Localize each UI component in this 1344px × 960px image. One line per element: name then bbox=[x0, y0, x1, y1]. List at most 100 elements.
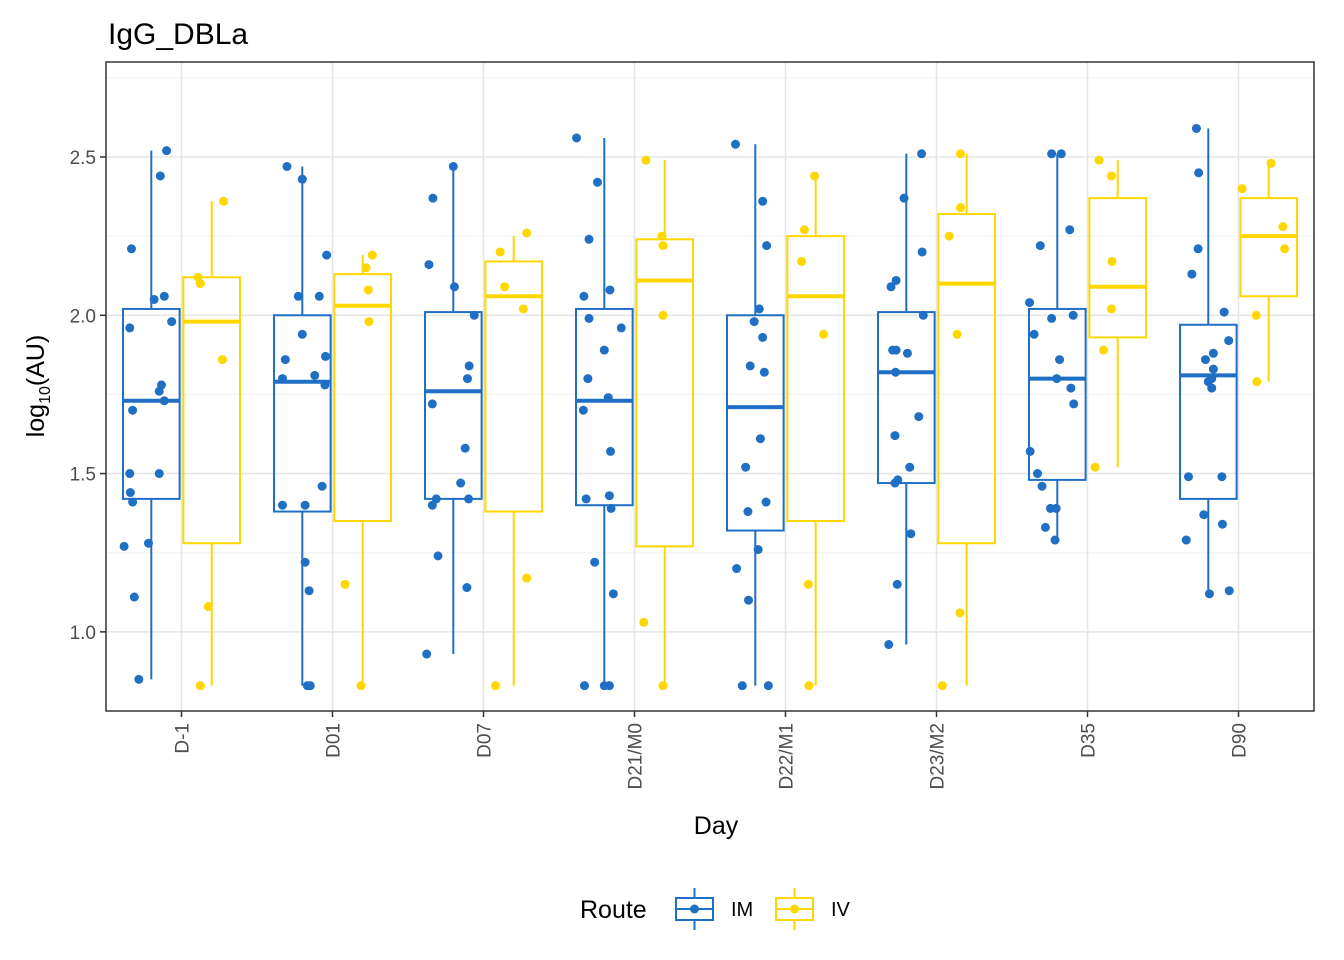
y-tick-label: 2.5 bbox=[70, 148, 96, 169]
box-IV-D01 bbox=[333, 255, 393, 686]
x-tick-label: D07 bbox=[475, 723, 496, 758]
legend-label-IM: IM bbox=[731, 899, 753, 921]
box-iqr bbox=[333, 273, 393, 523]
data-point-IM bbox=[1051, 503, 1061, 513]
data-point-IM bbox=[1224, 336, 1234, 346]
data-point-IM bbox=[282, 161, 292, 171]
data-point-IM bbox=[606, 503, 616, 513]
box-iqr bbox=[121, 307, 181, 500]
box-iqr bbox=[786, 235, 846, 523]
box-IM-D22/M1 bbox=[725, 144, 785, 686]
data-point-IM bbox=[1066, 383, 1076, 393]
data-point-IM bbox=[1052, 374, 1062, 384]
box-IV-D23/M2 bbox=[937, 153, 997, 686]
data-point-IV bbox=[641, 155, 651, 165]
data-point-IM bbox=[1193, 244, 1203, 254]
data-point-IM bbox=[1224, 586, 1234, 596]
box-IM-D01 bbox=[272, 166, 332, 686]
box-iqr bbox=[574, 307, 634, 507]
data-point-IM bbox=[616, 323, 626, 333]
data-point-IV bbox=[1278, 222, 1288, 232]
data-point-IV bbox=[797, 256, 807, 266]
legend: Route IM IV bbox=[580, 888, 851, 930]
data-point-IM bbox=[460, 443, 470, 453]
data-point-IM bbox=[462, 583, 472, 593]
data-point-IM bbox=[888, 345, 898, 355]
box-iqr bbox=[1178, 323, 1238, 500]
data-point-IM bbox=[1029, 329, 1039, 339]
box-IM-D-1 bbox=[121, 150, 181, 680]
data-point-IV bbox=[1266, 158, 1276, 168]
data-point-IV bbox=[944, 231, 954, 241]
legend-key-IV bbox=[775, 888, 814, 930]
data-point-IM bbox=[1207, 374, 1217, 384]
data-point-IM bbox=[449, 282, 459, 292]
data-point-IM bbox=[422, 649, 432, 659]
data-point-IV bbox=[522, 573, 532, 583]
data-point-IM bbox=[906, 529, 916, 539]
box-IV-D35 bbox=[1088, 160, 1148, 468]
x-tick-label: D22/M1 bbox=[777, 723, 798, 790]
data-point-IM bbox=[1191, 123, 1201, 133]
plot-area bbox=[105, 61, 1315, 712]
data-point-IM bbox=[322, 250, 332, 260]
x-axis: D-1 D01 D07 D21/M0 D22/M1 D23/M2 D35 D90 bbox=[173, 711, 1251, 790]
data-point-IV bbox=[1280, 244, 1290, 254]
data-point-IM bbox=[905, 462, 915, 472]
data-point-IV bbox=[193, 272, 203, 282]
data-point-IV bbox=[363, 285, 373, 295]
data-point-IV bbox=[1252, 377, 1262, 387]
data-point-IV bbox=[639, 617, 649, 627]
data-point-IM bbox=[126, 244, 136, 254]
data-point-IV bbox=[491, 681, 501, 691]
data-point-IV bbox=[810, 171, 820, 181]
data-point-IM bbox=[917, 149, 927, 159]
data-point-IM bbox=[762, 241, 772, 251]
data-point-IM bbox=[1183, 472, 1193, 482]
data-point-IM bbox=[605, 285, 615, 295]
data-point-IM bbox=[755, 434, 765, 444]
box-IM-D90 bbox=[1178, 128, 1238, 594]
data-point-IM bbox=[155, 171, 165, 181]
data-point-IM bbox=[891, 275, 901, 285]
data-point-IM bbox=[154, 469, 164, 479]
x-tick-label: D23/M2 bbox=[928, 723, 949, 790]
data-point-IM bbox=[743, 507, 753, 517]
box-IV-D07 bbox=[484, 236, 544, 686]
data-point-IM bbox=[431, 494, 441, 504]
x-tick-label: D90 bbox=[1230, 723, 1251, 758]
data-point-IM bbox=[753, 545, 763, 555]
data-point-IV bbox=[804, 681, 814, 691]
data-point-IM bbox=[1204, 589, 1214, 599]
data-point-IM bbox=[891, 367, 901, 377]
data-point-IM bbox=[321, 351, 331, 361]
data-point-IM bbox=[1040, 522, 1050, 532]
data-point-IM bbox=[293, 291, 303, 301]
data-point-IM bbox=[608, 589, 618, 599]
data-point-IM bbox=[300, 557, 310, 567]
data-point-IM bbox=[128, 405, 138, 415]
data-point-IV bbox=[364, 317, 374, 327]
data-point-IM bbox=[433, 551, 443, 561]
data-point-IM bbox=[763, 681, 773, 691]
data-point-IM bbox=[604, 491, 614, 501]
data-point-IM bbox=[167, 317, 177, 327]
data-point-IV bbox=[657, 231, 667, 241]
data-point-IV bbox=[955, 149, 965, 159]
data-point-IM bbox=[583, 374, 593, 384]
data-point-IM bbox=[162, 146, 172, 156]
legend-key-IM bbox=[675, 888, 714, 930]
data-point-IM bbox=[1065, 225, 1075, 235]
data-point-IV bbox=[356, 681, 366, 691]
y-axis: 1.0 1.5 2.0 2.5 bbox=[70, 148, 106, 644]
data-point-IM bbox=[590, 557, 600, 567]
data-point-IM bbox=[300, 500, 310, 510]
data-point-IM bbox=[1056, 149, 1066, 159]
data-point-IM bbox=[1217, 472, 1227, 482]
data-point-IM bbox=[448, 161, 458, 171]
data-point-IM bbox=[604, 681, 614, 691]
data-point-IM bbox=[304, 586, 314, 596]
y-axis-label: log10(AU) bbox=[22, 335, 54, 438]
data-point-IV bbox=[495, 247, 505, 257]
data-point-IM bbox=[1035, 241, 1045, 251]
